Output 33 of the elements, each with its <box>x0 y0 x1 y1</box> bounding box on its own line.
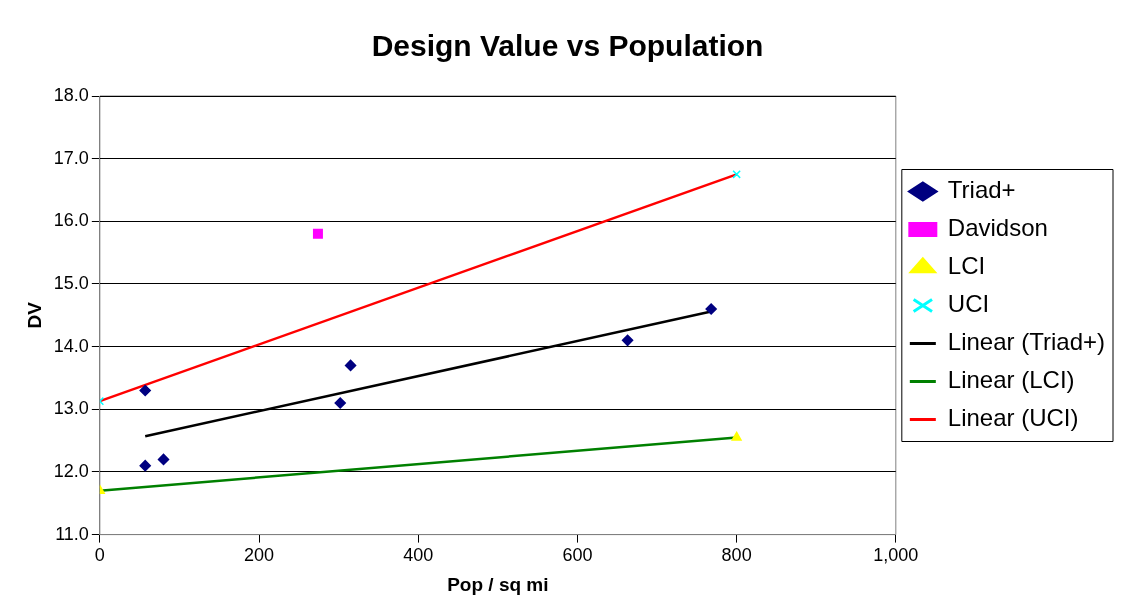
x-tick-label: 400 <box>403 545 434 566</box>
y-tick-label: 13.0 <box>53 398 89 419</box>
legend-label: Triad+ <box>947 176 1016 204</box>
x-tick-label: 1,000 <box>873 545 919 566</box>
x-tick-label: 0 <box>94 545 105 566</box>
legend-label: Linear (LCI) <box>947 366 1075 394</box>
x-tick-label: 200 <box>244 545 275 566</box>
x-axis-title: Pop / sq mi <box>447 573 549 595</box>
point <box>344 359 357 372</box>
legend-label: UCI <box>947 290 990 318</box>
legend-label: Linear (UCI) <box>947 404 1079 432</box>
y-tick-label: 18.0 <box>53 84 89 105</box>
y-tick-label: 12.0 <box>53 460 89 481</box>
y-tick-label: 14.0 <box>53 335 89 356</box>
point <box>157 453 170 466</box>
y-axis-title: DV <box>23 301 45 329</box>
point <box>621 334 634 347</box>
y-tick-label: 15.0 <box>53 272 89 293</box>
point <box>139 459 151 472</box>
point <box>705 303 717 315</box>
y-tick-label: 17.0 <box>53 147 89 168</box>
point <box>732 170 741 179</box>
y-tick-label: 16.0 <box>53 210 89 231</box>
x-tick-label: 800 <box>721 545 752 566</box>
point <box>312 228 323 239</box>
x-tick-label: 600 <box>562 545 593 566</box>
legend-label: Linear (Triad+) <box>947 328 1105 356</box>
chart-title: Design Value vs Population <box>371 29 764 63</box>
legend-label: LCI <box>947 252 986 280</box>
point <box>139 384 151 397</box>
y-tick-label: 11.0 <box>55 523 89 544</box>
point <box>334 397 346 409</box>
legend-label: Davidson <box>947 214 1048 242</box>
